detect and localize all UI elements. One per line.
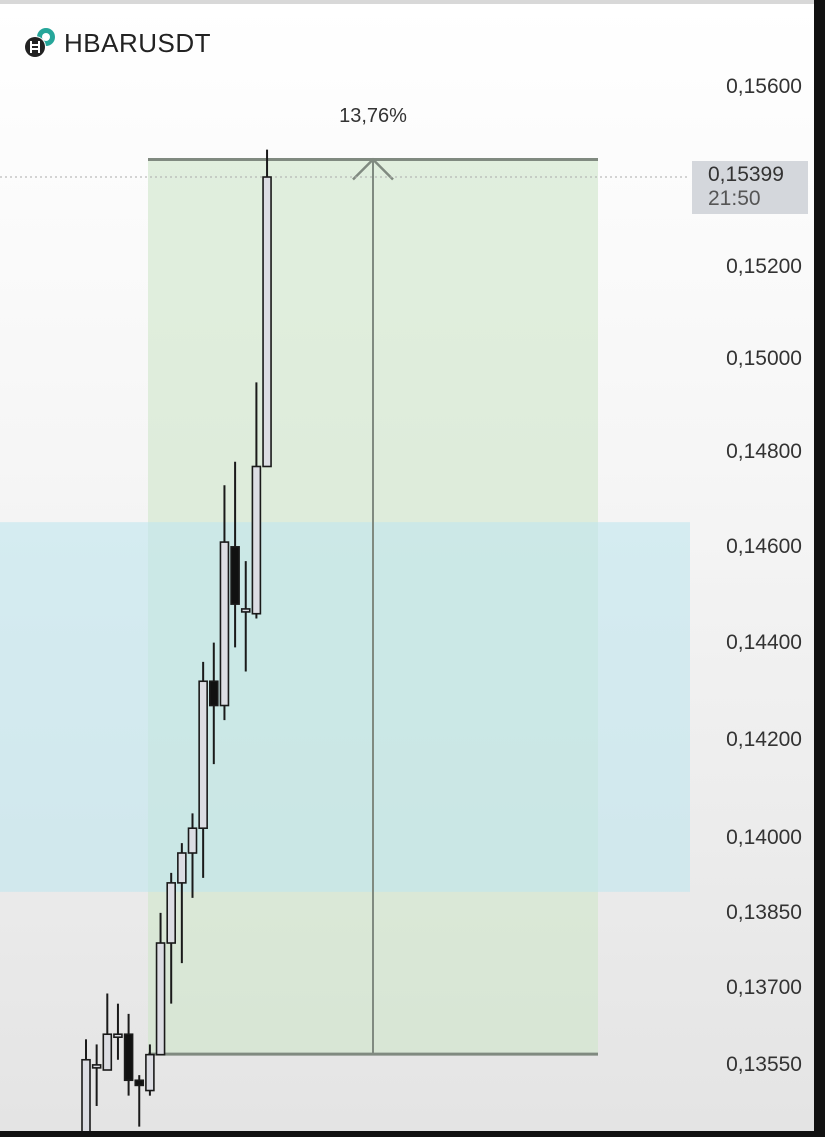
candle-body — [113, 1033, 123, 1039]
measure-percent-label: 13,76% — [339, 105, 407, 128]
candle-body — [198, 680, 208, 830]
candle-body — [187, 827, 198, 854]
price-tick-label: 0,14000 — [726, 826, 802, 850]
candle-body — [240, 608, 251, 613]
hbar-usdt-coin-icon — [22, 26, 58, 60]
price-tick-label: 0,14600 — [726, 534, 802, 558]
price-tick-label: 0,13850 — [726, 900, 802, 924]
candle-body — [209, 680, 219, 707]
price-tick-label: 0,13700 — [726, 976, 802, 1000]
candle-body — [262, 176, 272, 468]
candle-body — [81, 1058, 91, 1131]
candle-body — [123, 1033, 134, 1082]
price-tick-label: 0,15200 — [726, 255, 802, 279]
candle-body — [102, 1033, 113, 1071]
candle-body — [145, 1053, 155, 1092]
candle-body — [219, 541, 230, 707]
candle-body — [166, 882, 176, 944]
measure-arrow-head — [352, 157, 394, 181]
price-tick-label: 0,13550 — [726, 1052, 802, 1076]
candle-body — [134, 1079, 145, 1087]
price-tick-label: 0,14200 — [726, 727, 802, 751]
candle-body — [177, 852, 187, 884]
symbol-header: HBARUSDT — [22, 26, 211, 60]
price-tick-label: 0,15000 — [726, 347, 802, 371]
candle-body — [155, 942, 166, 1056]
last-price-time: 21:50 — [708, 187, 761, 210]
chart-plot[interactable] — [0, 4, 814, 1131]
last-price-value: 0,15399 — [708, 163, 784, 186]
symbol-title: HBARUSDT — [64, 27, 212, 58]
last-price-label: 0,15399 21:50 — [692, 161, 808, 214]
price-tick-label: 0,14400 — [726, 630, 802, 654]
candle-body — [251, 465, 262, 615]
price-tick-label: 0,15600 — [726, 75, 802, 98]
price-zone — [0, 522, 690, 892]
price-tick-label: 0,14800 — [726, 440, 802, 464]
candle-body — [230, 546, 240, 605]
candle-body — [91, 1064, 102, 1069]
